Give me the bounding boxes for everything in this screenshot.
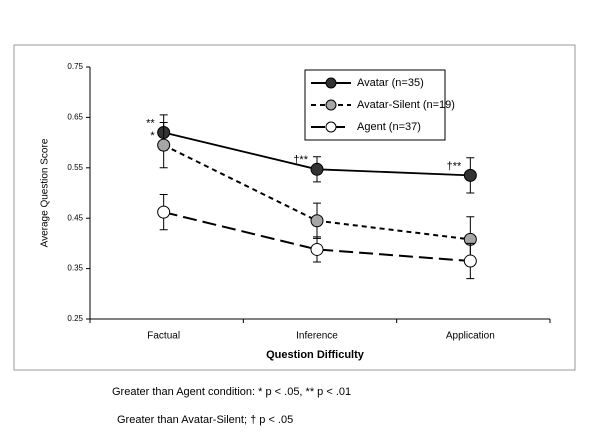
data-point	[310, 214, 324, 228]
footnote: Greater than Agent condition: * p < .05,…	[112, 386, 351, 398]
y-tick-label: 0.65	[67, 113, 83, 122]
y-tick-label: 0.55	[67, 163, 83, 172]
legend-marker	[325, 121, 337, 133]
y-axis-title: Average Question Score	[40, 138, 51, 247]
y-tick-label: 0.75	[67, 62, 83, 71]
data-point	[463, 168, 477, 182]
significance-label: **	[146, 117, 155, 129]
data-point	[310, 162, 324, 176]
x-tick-label: Inference	[296, 331, 338, 342]
legend-label: Avatar-Silent (n=19)	[357, 99, 455, 111]
legend-label: Avatar (n=35)	[357, 77, 424, 89]
y-tick-label: 0.45	[67, 213, 83, 222]
chart-frame	[13, 44, 576, 371]
significance-label: *	[150, 130, 155, 142]
x-axis-title: Question Difficulty	[266, 349, 365, 361]
footnote: Greater than Avatar-Silent; † p < .05	[117, 414, 293, 426]
data-point	[463, 254, 477, 268]
legend-label: Agent (n=37)	[357, 121, 421, 133]
y-tick-label: 0.25	[67, 314, 83, 323]
x-tick-label: Factual	[147, 331, 180, 342]
legend-marker	[325, 77, 337, 89]
series-line	[163, 211, 471, 263]
x-tick-label: Application	[446, 331, 495, 342]
significance-label: †**	[293, 154, 308, 166]
series-line	[163, 144, 471, 241]
legend-marker	[325, 99, 337, 111]
data-point	[157, 205, 171, 219]
significance-label: †**	[447, 160, 462, 172]
data-point	[157, 138, 171, 152]
data-point	[310, 242, 324, 256]
y-tick-label: 0.35	[67, 264, 83, 273]
